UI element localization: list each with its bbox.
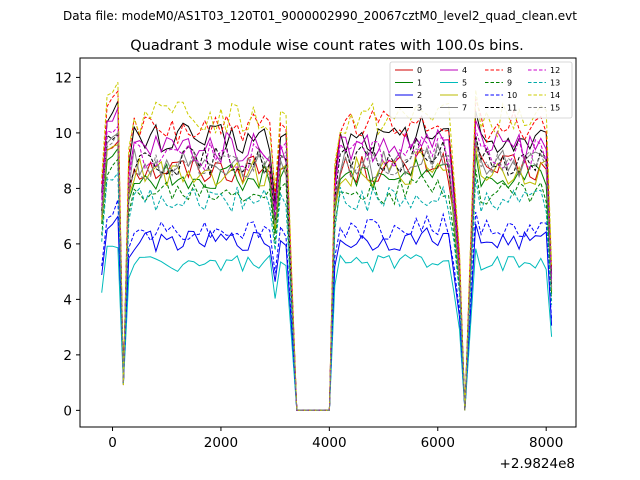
y-tick-label: 8	[63, 181, 72, 197]
legend-label-2: 2	[417, 91, 422, 100]
legend-label-8: 8	[507, 66, 512, 75]
series-line-15	[101, 131, 553, 411]
x-offset-label: +2.9824e8	[500, 456, 575, 472]
y-tick-label: 10	[55, 126, 72, 142]
x-tick-label: 8000	[529, 435, 563, 451]
legend-label-9: 9	[507, 79, 512, 88]
legend-label-6: 6	[462, 91, 467, 100]
figure-suptitle: Data file: modeM0/AS1T03_120T01_90000029…	[63, 9, 577, 23]
x-axis-ticks: 0 2000 4000 6000 8000	[108, 427, 563, 451]
y-tick-label: 4	[63, 292, 72, 308]
x-tick-label: 2000	[204, 435, 238, 451]
legend-label-11: 11	[507, 104, 517, 113]
x-tick-label: 6000	[421, 435, 455, 451]
legend-label-13: 13	[550, 79, 560, 88]
plot-lines	[101, 81, 553, 411]
legend-label-14: 14	[550, 91, 560, 100]
y-tick-label: 12	[55, 70, 72, 86]
legend-label-5: 5	[462, 79, 467, 88]
legend-label-15: 15	[550, 104, 560, 113]
y-tick-label: 6	[63, 237, 72, 253]
legend-label-0: 0	[417, 66, 422, 75]
y-tick-label: 0	[63, 403, 72, 419]
y-tick-label: 2	[63, 348, 72, 364]
axes-frame	[79, 57, 577, 428]
y-axis-ticks: 0 2 4 6 8 10 12	[55, 70, 80, 419]
legend-label-3: 3	[417, 104, 422, 113]
series-line-10	[101, 199, 553, 411]
x-tick-label: 0	[108, 435, 117, 451]
series-line-14	[101, 81, 553, 411]
legend-label-7: 7	[462, 104, 467, 113]
legend-label-1: 1	[417, 79, 422, 88]
legend-label-4: 4	[462, 66, 467, 75]
chart-title: Quadrant 3 module wise count rates with …	[130, 38, 524, 54]
legend-label-12: 12	[550, 66, 560, 75]
legend-label-10: 10	[507, 91, 517, 100]
legend-frame	[389, 61, 573, 119]
series-line-9	[101, 157, 553, 411]
x-tick-label: 4000	[312, 435, 346, 451]
series-line-12	[101, 125, 553, 411]
